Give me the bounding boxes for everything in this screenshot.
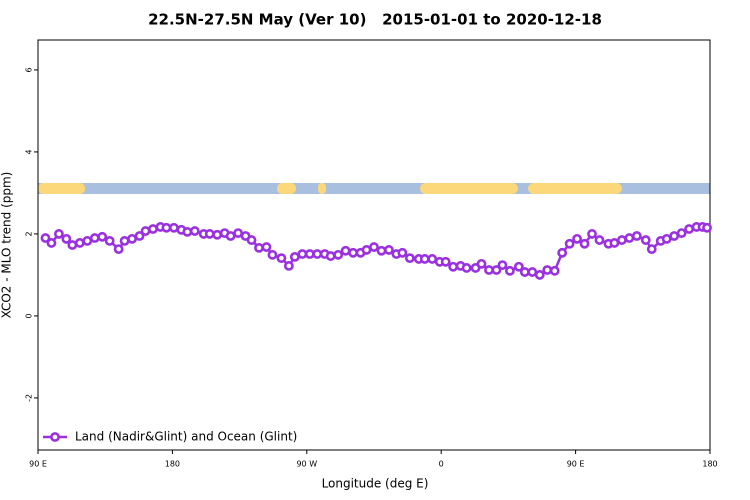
point xyxy=(397,247,408,258)
chart-title: 22.5N-27.5N May (Ver 10) 2015-01-01 to 2… xyxy=(148,11,602,29)
point xyxy=(564,238,575,249)
point xyxy=(134,231,145,241)
point xyxy=(74,238,85,248)
point xyxy=(140,226,151,236)
point xyxy=(113,244,124,254)
point xyxy=(497,260,508,270)
point xyxy=(440,256,451,267)
point xyxy=(448,261,459,272)
point xyxy=(534,270,545,280)
legend-marker xyxy=(50,432,60,442)
point xyxy=(676,228,687,239)
x-tick-label: 90 W xyxy=(296,460,317,469)
point xyxy=(261,242,272,252)
land-ocean-band xyxy=(38,183,710,194)
x-tick-label: 0 xyxy=(439,460,444,469)
y-axis-label: XCO2 - MLO trend (ppm) xyxy=(0,172,14,319)
point xyxy=(427,254,438,264)
x-tick-label: 90 E xyxy=(29,460,47,469)
point xyxy=(212,229,223,240)
point xyxy=(684,224,694,234)
point xyxy=(97,231,108,242)
point xyxy=(82,235,93,246)
point xyxy=(640,235,651,245)
point xyxy=(609,238,620,248)
point xyxy=(340,245,351,256)
y-tick-label: 2 xyxy=(25,231,34,236)
point xyxy=(127,233,137,244)
y-tick-label: 6 xyxy=(25,67,34,72)
point xyxy=(325,251,336,261)
point xyxy=(491,265,502,275)
point xyxy=(504,265,515,276)
point xyxy=(246,235,257,245)
legend: Land (Nadir&Glint) and Ocean (Glint) xyxy=(43,430,297,444)
point xyxy=(669,231,680,241)
point xyxy=(40,233,51,243)
point xyxy=(527,267,538,277)
point xyxy=(484,265,494,275)
point xyxy=(624,233,635,243)
point xyxy=(225,231,236,241)
point xyxy=(283,261,294,271)
point xyxy=(67,240,78,250)
point xyxy=(361,245,372,255)
point xyxy=(182,226,193,237)
point xyxy=(646,244,657,254)
y-tick-label: 4 xyxy=(25,149,34,154)
point xyxy=(297,249,308,259)
point xyxy=(189,226,200,236)
point xyxy=(476,258,487,269)
x-tick-label: 90 E xyxy=(567,460,585,469)
point xyxy=(616,235,627,245)
point xyxy=(254,242,264,253)
point xyxy=(419,254,430,264)
point xyxy=(587,229,597,239)
point xyxy=(289,251,300,262)
x-axis-label: Longitude (deg E) xyxy=(322,477,429,491)
point xyxy=(519,267,530,277)
y-tick-label: 0 xyxy=(25,313,34,318)
point xyxy=(376,245,387,256)
point xyxy=(461,263,472,273)
point xyxy=(579,238,590,249)
point xyxy=(702,222,712,233)
x-tick-label: 180 xyxy=(165,460,180,469)
point xyxy=(369,242,379,252)
point xyxy=(276,253,287,264)
point xyxy=(557,247,568,258)
point xyxy=(572,233,582,244)
point xyxy=(204,229,215,239)
point xyxy=(384,245,394,255)
legend-label: Land (Nadir&Glint) and Ocean (Glint) xyxy=(75,430,297,444)
point xyxy=(542,265,553,275)
point xyxy=(168,222,179,233)
y-tick-label: -2 xyxy=(25,394,34,402)
plot-frame xyxy=(37,39,711,451)
point xyxy=(513,261,524,272)
point xyxy=(89,233,100,243)
point xyxy=(119,235,130,246)
point xyxy=(404,253,415,264)
point xyxy=(333,249,344,260)
point xyxy=(104,235,115,246)
point xyxy=(161,222,172,233)
point xyxy=(661,233,672,244)
point xyxy=(631,231,642,241)
point xyxy=(594,235,605,245)
point xyxy=(46,238,57,248)
point xyxy=(304,249,315,259)
point xyxy=(233,228,244,239)
x-tick-label: 180 xyxy=(702,460,717,469)
point xyxy=(148,224,158,234)
point xyxy=(54,229,64,239)
point xyxy=(312,249,323,259)
point xyxy=(549,265,560,276)
point xyxy=(348,247,358,258)
point xyxy=(267,249,278,260)
point xyxy=(61,233,72,244)
